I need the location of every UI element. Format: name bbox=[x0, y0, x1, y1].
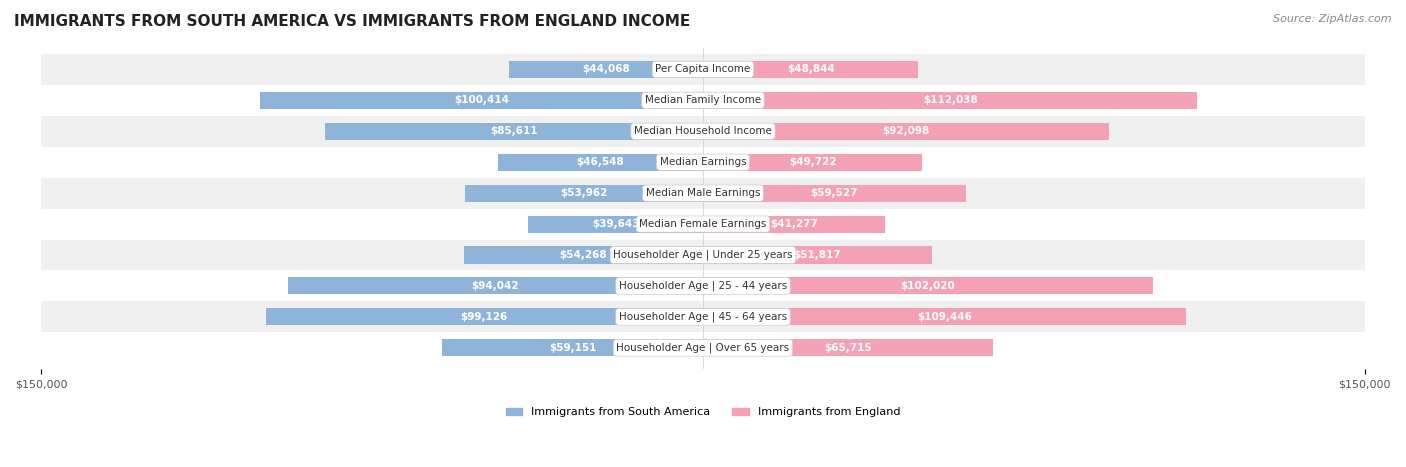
Bar bbox=[288, 277, 703, 295]
Text: $39,643: $39,643 bbox=[592, 219, 640, 229]
Text: $99,126: $99,126 bbox=[461, 312, 508, 322]
Bar bbox=[703, 184, 966, 202]
Text: $53,962: $53,962 bbox=[560, 188, 607, 198]
Bar bbox=[703, 154, 922, 170]
Bar bbox=[465, 184, 703, 202]
Text: $112,038: $112,038 bbox=[922, 95, 977, 105]
Text: $48,844: $48,844 bbox=[787, 64, 835, 74]
Bar bbox=[703, 61, 918, 78]
Text: Source: ZipAtlas.com: Source: ZipAtlas.com bbox=[1274, 14, 1392, 24]
Text: $46,548: $46,548 bbox=[576, 157, 624, 167]
Bar bbox=[266, 308, 703, 325]
Bar bbox=[509, 61, 703, 78]
Text: Householder Age | 25 - 44 years: Householder Age | 25 - 44 years bbox=[619, 281, 787, 291]
Text: Per Capita Income: Per Capita Income bbox=[655, 64, 751, 74]
Text: Median Earnings: Median Earnings bbox=[659, 157, 747, 167]
Bar bbox=[703, 277, 1153, 295]
Text: $92,098: $92,098 bbox=[883, 126, 929, 136]
Bar bbox=[41, 85, 1365, 116]
Text: $54,268: $54,268 bbox=[560, 250, 607, 260]
Text: $41,277: $41,277 bbox=[770, 219, 818, 229]
Bar bbox=[41, 177, 1365, 209]
Text: $65,715: $65,715 bbox=[824, 343, 872, 353]
Bar bbox=[41, 209, 1365, 240]
Bar bbox=[703, 308, 1185, 325]
Bar bbox=[703, 92, 1198, 109]
Text: $109,446: $109,446 bbox=[917, 312, 972, 322]
Bar bbox=[325, 123, 703, 140]
Text: $44,068: $44,068 bbox=[582, 64, 630, 74]
Text: $100,414: $100,414 bbox=[454, 95, 509, 105]
Text: Median Family Income: Median Family Income bbox=[645, 95, 761, 105]
Text: $49,722: $49,722 bbox=[789, 157, 837, 167]
Text: $59,151: $59,151 bbox=[548, 343, 596, 353]
Bar bbox=[41, 270, 1365, 301]
Bar bbox=[41, 240, 1365, 270]
Text: Householder Age | Under 25 years: Householder Age | Under 25 years bbox=[613, 250, 793, 260]
Legend: Immigrants from South America, Immigrants from England: Immigrants from South America, Immigrant… bbox=[501, 403, 905, 422]
Bar bbox=[703, 123, 1109, 140]
Bar bbox=[41, 54, 1365, 85]
Bar bbox=[529, 216, 703, 233]
Bar bbox=[41, 333, 1365, 363]
Bar bbox=[464, 247, 703, 263]
Bar bbox=[41, 301, 1365, 333]
Text: Median Household Income: Median Household Income bbox=[634, 126, 772, 136]
Bar bbox=[703, 247, 932, 263]
Text: IMMIGRANTS FROM SOUTH AMERICA VS IMMIGRANTS FROM ENGLAND INCOME: IMMIGRANTS FROM SOUTH AMERICA VS IMMIGRA… bbox=[14, 14, 690, 29]
Bar bbox=[498, 154, 703, 170]
Bar bbox=[703, 216, 886, 233]
Text: $94,042: $94,042 bbox=[472, 281, 519, 291]
Bar bbox=[260, 92, 703, 109]
Text: Householder Age | 45 - 64 years: Householder Age | 45 - 64 years bbox=[619, 311, 787, 322]
Text: Median Female Earnings: Median Female Earnings bbox=[640, 219, 766, 229]
Text: $102,020: $102,020 bbox=[901, 281, 956, 291]
Bar bbox=[703, 340, 993, 356]
Text: $59,527: $59,527 bbox=[810, 188, 858, 198]
Bar bbox=[41, 116, 1365, 147]
Bar bbox=[41, 147, 1365, 177]
Text: $51,817: $51,817 bbox=[793, 250, 841, 260]
Text: Median Male Earnings: Median Male Earnings bbox=[645, 188, 761, 198]
Bar bbox=[441, 340, 703, 356]
Text: $85,611: $85,611 bbox=[491, 126, 538, 136]
Text: Householder Age | Over 65 years: Householder Age | Over 65 years bbox=[616, 343, 790, 353]
